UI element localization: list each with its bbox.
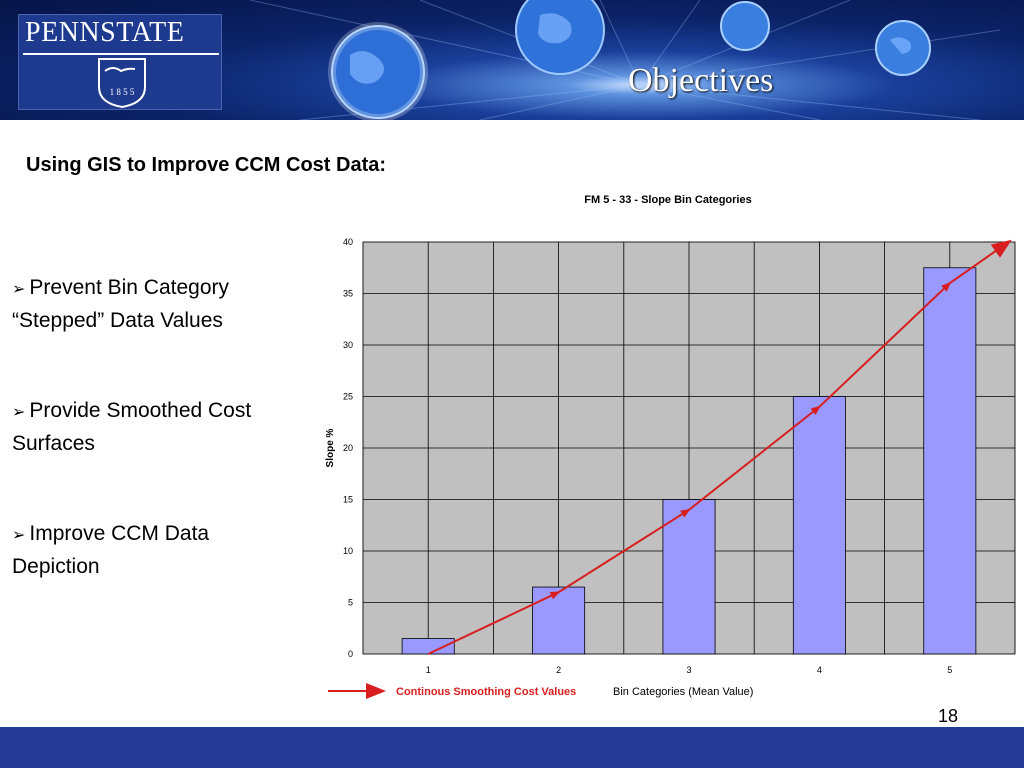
x-axis-label: Bin Categories (Mean Value): [613, 686, 753, 698]
bullet-text: Improve CCM Data Depiction: [12, 522, 210, 578]
legend-label: Continous Smoothing Cost Values: [396, 686, 576, 698]
x-tick-label: 5: [947, 665, 952, 675]
logo-rule: [23, 53, 219, 55]
pennstate-logo: PENNSTATE 1 8 5 5: [18, 14, 222, 110]
slide-title: Objectives: [628, 62, 774, 99]
y-axis-label: Slope %: [325, 428, 336, 467]
trend-arrowhead: [810, 405, 821, 415]
y-tick-label: 25: [343, 392, 353, 402]
bar-4: [792, 396, 846, 655]
header-banner: PENNSTATE 1 8 5 5 Objectives: [0, 0, 1024, 120]
chart-title: FM 5 - 33 - Slope Bin Categories: [584, 194, 751, 206]
bullet-item: ➢ Improve CCM Data Depiction: [12, 518, 292, 582]
x-tick-label: 3: [686, 665, 691, 675]
bar-5: [923, 267, 977, 655]
trend-arrowhead: [549, 591, 561, 600]
shield-icon: 1 8 5 5: [98, 58, 146, 109]
x-axis-ticks: 1 2 3 4 5: [426, 665, 953, 675]
x-tick-label: 2: [556, 665, 561, 675]
globe-icons: [328, 0, 931, 120]
bullet-text: Prevent Bin Category “Stepped” Data Valu…: [12, 276, 230, 332]
banner-background-art: [249, 0, 1001, 120]
arrow-bullet-icon: ➢: [12, 281, 26, 298]
bullet-text: Provide Smoothed Cost Surfaces: [12, 399, 252, 455]
trend-arrowheads: [549, 281, 952, 600]
y-tick-label: 20: [343, 443, 353, 453]
footer-bar: [0, 727, 1024, 768]
trend-arrowhead: [680, 508, 691, 518]
x-tick-label: 4: [817, 665, 822, 675]
bar-2: [532, 586, 586, 655]
bullet-item: ➢ Prevent Bin Category “Stepped” Data Val…: [12, 272, 292, 336]
logo-wordmark: PENNSTATE: [25, 17, 185, 48]
trend-line: [427, 239, 1012, 655]
bullet-item: ➢ Provide Smoothed Cost Surfaces: [12, 395, 292, 459]
arrow-bullet-icon: ➢: [12, 404, 26, 421]
y-axis-ticks: 0 5 10 15 20 25 30 35 40: [343, 237, 353, 659]
y-tick-label: 15: [343, 495, 353, 505]
bar-3: [662, 499, 716, 655]
trend-arrowhead: [941, 281, 952, 292]
y-tick-label: 30: [343, 340, 353, 350]
y-tick-label: 0: [348, 649, 353, 659]
y-tick-label: 35: [343, 289, 353, 299]
x-tick-label: 1: [426, 665, 431, 675]
slope-bin-chart: FM 5 - 33 - Slope Bin Categories 0510152…: [325, 194, 1016, 699]
logo-year: 1 8 5 5: [110, 87, 135, 97]
page-number: 18: [938, 706, 959, 726]
section-heading: Using GIS to Improve CCM Cost Data:: [26, 154, 387, 176]
bars: [401, 267, 977, 655]
y-tick-label: 40: [343, 237, 353, 247]
arrow-bullet-icon: ➢: [12, 527, 26, 544]
y-tick-label: 10: [343, 546, 353, 556]
y-tick-label: 5: [348, 598, 353, 608]
